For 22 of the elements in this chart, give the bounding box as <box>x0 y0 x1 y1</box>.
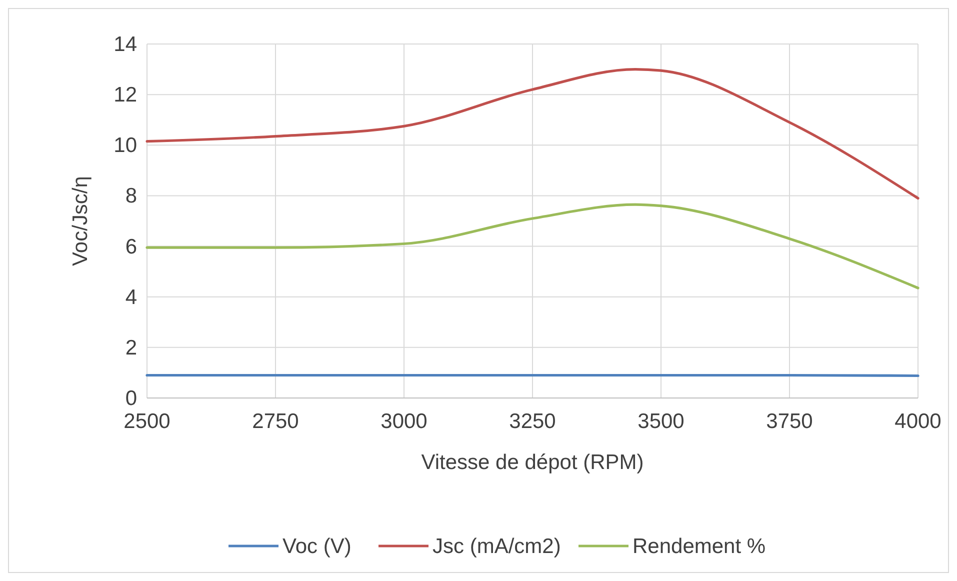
x-tick-label: 3500 <box>638 410 684 433</box>
y-tick-label: 10 <box>114 134 137 158</box>
legend-label: Voc (V) <box>282 535 352 558</box>
line-series <box>146 68 920 200</box>
x-tick-label: 2500 <box>124 410 170 433</box>
x-axis-title: Vitesse de dépot (RPM) <box>421 451 644 474</box>
line-series <box>146 203 920 290</box>
x-tick-label: 3250 <box>509 410 556 433</box>
y-tick-label: 4 <box>125 286 138 309</box>
y-tick-label: 0 <box>125 387 137 410</box>
y-tick-label: 2 <box>125 336 137 360</box>
x-tick-label: 4000 <box>894 410 942 433</box>
x-tick-label: 2750 <box>252 410 299 433</box>
y-tick-label: 12 <box>114 84 137 107</box>
legend-label: Rendement % <box>632 535 766 558</box>
y-tick-label: 8 <box>125 184 137 208</box>
legend-label: Jsc (mA/cm2) <box>432 535 561 558</box>
x-tick-label: 3000 <box>380 410 428 433</box>
y-tick-label: 6 <box>125 235 137 258</box>
y-tick-label: 14 <box>114 33 138 56</box>
y-axis-title: Voc/Jsc/η <box>69 176 92 266</box>
x-tick-label: 3750 <box>766 410 813 433</box>
